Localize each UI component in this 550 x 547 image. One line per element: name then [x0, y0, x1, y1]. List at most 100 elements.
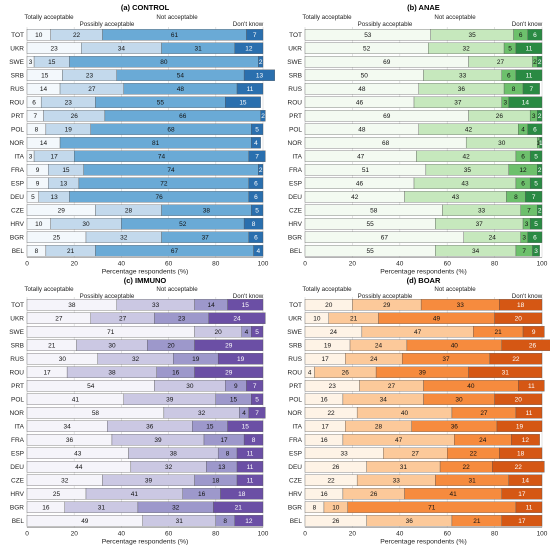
- chart-title: (b) ANAE: [407, 3, 440, 12]
- category-label: ROU: [288, 100, 303, 107]
- data-label: 30: [498, 140, 506, 147]
- data-label: 2: [261, 113, 265, 120]
- category-label: FRA: [11, 437, 25, 444]
- data-label: 40: [401, 410, 409, 417]
- bar-segment: [511, 434, 540, 446]
- data-label: 3: [29, 59, 33, 66]
- tick-label: 40: [118, 531, 126, 538]
- category-label: CZE: [289, 478, 303, 485]
- bar-segment: [251, 137, 261, 149]
- category-label: HRV: [288, 491, 302, 498]
- data-label: 10: [332, 505, 340, 512]
- data-label: 17: [322, 424, 330, 431]
- bar-segment: [537, 56, 543, 68]
- data-label: 23: [329, 383, 337, 390]
- data-label: 26: [71, 113, 79, 120]
- x-axis-label: Percentage respondents (%): [380, 269, 467, 276]
- data-label: 15: [242, 302, 250, 309]
- data-label: 31: [468, 478, 476, 485]
- data-label: 81: [152, 140, 160, 147]
- data-label: 39: [145, 478, 153, 485]
- data-label: 22: [512, 356, 520, 363]
- data-label: 66: [179, 113, 187, 120]
- data-label: 2: [538, 113, 542, 120]
- data-label: 37: [476, 221, 484, 228]
- data-label: 58: [92, 410, 100, 417]
- data-label: 41: [72, 397, 80, 404]
- data-label: 3: [522, 235, 526, 242]
- data-label: 24: [489, 235, 497, 242]
- data-label: 76: [156, 194, 164, 201]
- category-label: RUS: [10, 356, 24, 363]
- bar-segment: [501, 488, 543, 500]
- data-label: 31: [176, 518, 184, 525]
- category-label: CZE: [11, 208, 25, 215]
- data-label: 38: [68, 302, 76, 309]
- category-label: FRA: [289, 167, 303, 174]
- data-label: 42: [463, 154, 471, 161]
- data-label: 68: [167, 127, 175, 134]
- bar-segment: [527, 29, 543, 41]
- data-label: 29: [225, 370, 233, 377]
- data-label: 5: [255, 329, 259, 336]
- data-label: 16: [320, 397, 328, 404]
- x-axis-label: Percentage respondents (%): [102, 539, 189, 546]
- chart-panel-1: (a) CONTROL Totally acceptable Possibly ac…: [9, 3, 275, 276]
- data-label: 18: [517, 302, 525, 309]
- bar-segment: [494, 393, 543, 405]
- data-label: 20: [515, 397, 523, 404]
- data-label: 15: [242, 424, 250, 431]
- legend-entry: Don't know: [512, 21, 543, 28]
- category-label: ROU: [288, 370, 303, 377]
- bar-segment: [213, 501, 264, 513]
- data-label: 6: [254, 181, 258, 188]
- category-label: SRB: [289, 343, 302, 350]
- data-label: 30: [59, 356, 67, 363]
- data-label: 14: [40, 140, 48, 147]
- data-label: 34: [64, 424, 72, 431]
- data-label: 9: [36, 167, 40, 174]
- legend-entry: Totally acceptable: [24, 14, 74, 21]
- data-label: 46: [356, 100, 364, 107]
- data-label: 12: [519, 167, 527, 174]
- data-label: 20: [215, 329, 223, 336]
- category-label: TOT: [289, 302, 302, 309]
- data-label: 61: [171, 32, 179, 39]
- data-label: 32: [463, 46, 471, 53]
- data-label: 8: [35, 127, 39, 134]
- data-label: 10: [313, 316, 321, 323]
- bar-segment: [529, 177, 543, 189]
- data-label: 2: [259, 167, 263, 174]
- data-label: 11: [526, 505, 533, 512]
- tick-label: 0: [303, 531, 307, 538]
- data-label: 7: [255, 154, 259, 161]
- category-label: UKR: [10, 46, 24, 53]
- data-label: 32: [132, 356, 140, 363]
- data-label: 7: [527, 208, 531, 215]
- bar-segment: [489, 353, 543, 365]
- tick-label: 100: [258, 261, 269, 268]
- data-label: 3: [503, 100, 507, 107]
- data-label: 23: [86, 73, 94, 80]
- data-label: 39: [166, 397, 174, 404]
- data-label: 41: [131, 491, 139, 498]
- data-label: 12: [245, 518, 253, 525]
- category-label: SWE: [9, 329, 24, 336]
- data-label: 6: [507, 73, 511, 80]
- category-label: TOT: [11, 32, 24, 39]
- category-label: UKR: [288, 316, 302, 323]
- bar-segment: [246, 29, 264, 41]
- bar-segment: [501, 339, 550, 351]
- chart-panel-2: (b) ANAE Totally acceptable Possibly accep…: [287, 3, 548, 276]
- data-label: 7: [253, 383, 257, 390]
- data-label: 21: [350, 316, 358, 323]
- data-label: 27: [412, 451, 420, 458]
- data-label: 11: [528, 383, 535, 390]
- category-label: FRA: [11, 167, 25, 174]
- bar-segment: [246, 380, 264, 392]
- category-label: POL: [11, 127, 24, 134]
- data-label: 24: [479, 437, 487, 444]
- data-label: 48: [358, 86, 366, 93]
- data-label: 39: [154, 437, 162, 444]
